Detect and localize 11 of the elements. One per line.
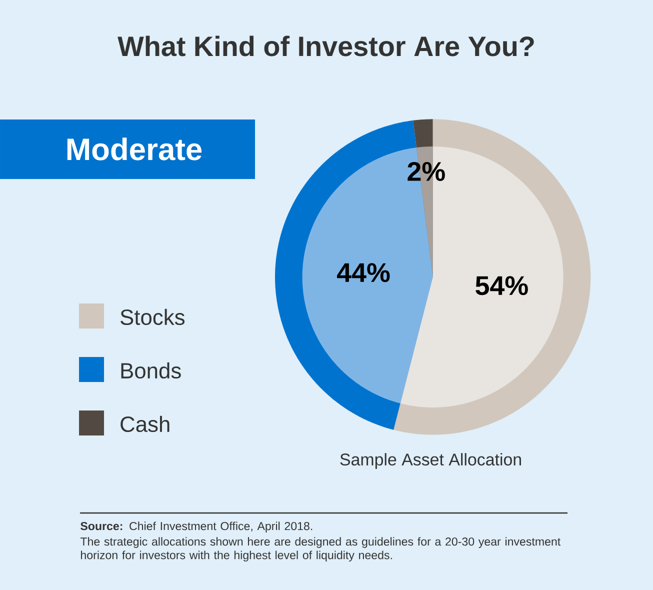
legend-label: Stocks [120, 308, 185, 326]
data-label: 2% [408, 162, 445, 181]
chart-subtitle: Moderate [67, 138, 202, 160]
legend-label: Cash [120, 416, 170, 432]
chart-title: What Kind of Investor Are You? [118, 36, 534, 56]
data-label: 54% [476, 276, 528, 296]
text: Source: Chief Investment Office, April 2018. [80, 522, 312, 532]
text: Sample Asset Allocation [340, 453, 521, 469]
data-label: 44% [337, 263, 390, 282]
legend-label: Bonds [121, 362, 181, 379]
text: The strategic allocations shown here are designed as guidelines for a 20-30 year investment horizon for investors with the highest level of liquidity needs. [80, 537, 561, 562]
